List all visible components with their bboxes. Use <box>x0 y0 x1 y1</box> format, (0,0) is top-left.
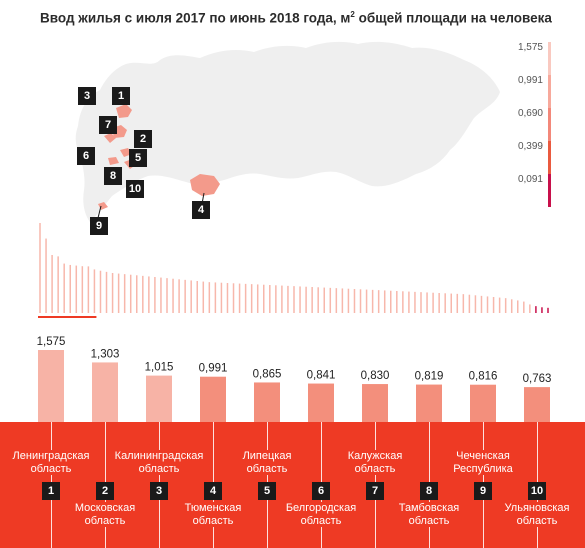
scale-swatch <box>548 108 551 141</box>
region-name: Липецкая область <box>219 450 315 475</box>
region-rank-badge: 7 <box>366 482 384 500</box>
scale-swatch <box>548 42 551 75</box>
map-marker: 8 <box>104 167 122 185</box>
map-marker: 5 <box>129 149 147 167</box>
top-ten-bar <box>308 383 334 422</box>
scale-label: 0,991 <box>518 75 543 86</box>
region-name: Ленинградская область <box>3 450 99 475</box>
map-marker: 10 <box>126 180 144 198</box>
region-rank-badge: 6 <box>312 482 330 500</box>
map-region-belgorod <box>108 157 119 165</box>
chart-title-text: Ввод жилья с июля 2017 по июнь 2018 года… <box>40 10 351 26</box>
top-ten-bar <box>200 376 226 422</box>
bar-value-label: 0,991 <box>199 363 228 375</box>
russia-map <box>75 41 500 223</box>
region-rank-badge: 10 <box>528 482 546 500</box>
chart-title-rest: общей площади на человека <box>354 10 552 26</box>
bar-value-label: 0,830 <box>361 370 390 382</box>
region-name: Калининградская область <box>111 450 207 475</box>
scale-label: 1,575 <box>518 42 543 53</box>
region-name: Ульяновская область <box>489 502 585 527</box>
top-ten-bar <box>146 375 172 422</box>
region-rank-badge: 5 <box>258 482 276 500</box>
map-marker: 4 <box>192 201 210 219</box>
region-name: Тамбовская область <box>381 502 477 527</box>
top-ten-bar <box>524 387 550 422</box>
top-ten-bar <box>362 384 388 422</box>
map-pointer-9 <box>97 205 102 219</box>
region-rank-badge: 3 <box>150 482 168 500</box>
scale-swatch <box>548 141 551 174</box>
map-region-kaluga <box>104 133 116 143</box>
chart-title: Ввод жилья с июля 2017 по июнь 2018 года… <box>40 10 560 26</box>
region-name: Калужская область <box>327 450 423 475</box>
bar-value-label: 1,015 <box>145 362 174 374</box>
map-region-tyumen <box>190 174 220 196</box>
region-name: Тюменская область <box>165 502 261 527</box>
top-ten-bar <box>470 384 496 422</box>
map-region-leningrad <box>116 104 132 118</box>
bar-value-label: 0,865 <box>253 368 282 380</box>
region-rank-badge: 2 <box>96 482 114 500</box>
map-marker: 7 <box>99 116 117 134</box>
region-name: Чеченская Республика <box>435 450 531 475</box>
top-ten-bar <box>38 350 64 422</box>
bar-value-label: 0,816 <box>469 371 498 383</box>
region-labels-band: Ленинградская область 1 Московская область… <box>0 422 585 548</box>
scale-swatch <box>548 75 551 108</box>
top-ten-bar <box>92 362 118 422</box>
map-marker: 3 <box>78 87 96 105</box>
map-marker: 2 <box>134 130 152 148</box>
top-ten-bar-chart: 1,575 1,303 1,015 0,991 0,865 0,841 0,830 0,819… <box>37 336 552 422</box>
color-scale-legend: 1,575 0,991 0,690 0,399 0,091 <box>518 42 551 207</box>
chart-title-superscript: 2 <box>350 10 355 19</box>
bar-value-label: 1,303 <box>91 348 120 360</box>
region-rank-badge: 4 <box>204 482 222 500</box>
scale-label: 0,399 <box>518 141 543 152</box>
region-name: Московская область <box>57 502 153 527</box>
top-ten-bar <box>254 382 280 422</box>
bar-value-label: 0,819 <box>415 371 444 383</box>
russia-map-land <box>75 41 500 223</box>
bar-value-label: 0,763 <box>523 373 552 385</box>
scale-swatch <box>548 174 551 207</box>
map-marker: 9 <box>90 217 108 235</box>
all-regions-bars <box>38 223 549 318</box>
scale-label: 0,690 <box>518 108 543 119</box>
bar-value-label: 1,575 <box>37 336 66 348</box>
bar-value-label: 0,841 <box>307 370 336 382</box>
top-ten-bar <box>416 384 442 422</box>
region-name: Белгородская область <box>273 502 369 527</box>
map-marker: 1 <box>112 87 130 105</box>
map-marker: 6 <box>77 147 95 165</box>
scale-label: 0,091 <box>518 174 543 185</box>
region-rank-badge: 9 <box>474 482 492 500</box>
region-rank-badge: 1 <box>42 482 60 500</box>
region-rank-badge: 8 <box>420 482 438 500</box>
